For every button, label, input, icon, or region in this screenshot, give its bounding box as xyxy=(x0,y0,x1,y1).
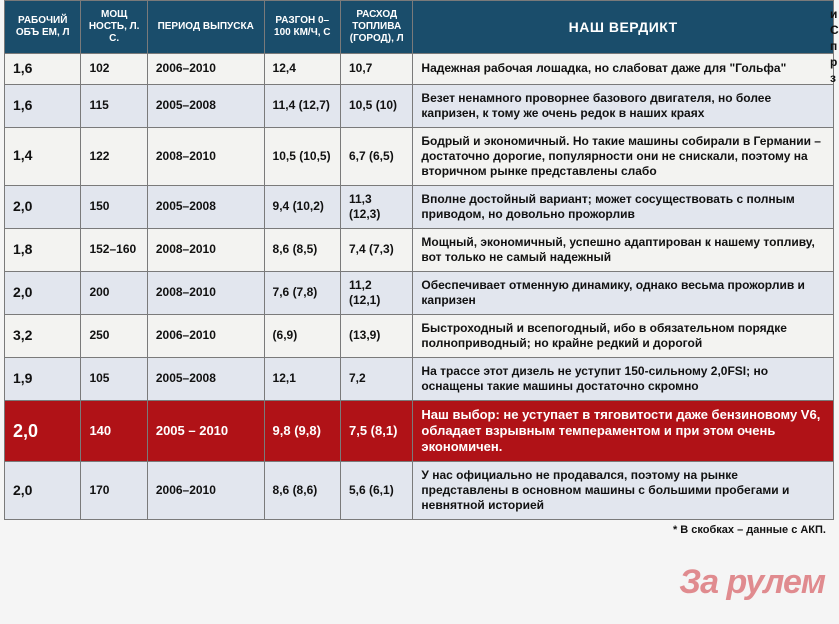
data-cell: 250 xyxy=(81,314,147,357)
data-cell: (13,9) xyxy=(341,314,413,357)
data-cell: 140 xyxy=(81,400,147,462)
data-cell: 2005–2008 xyxy=(147,185,264,228)
data-cell: 2008–2010 xyxy=(147,127,264,185)
verdict-cell: На трассе этот дизель не уступит 150-сил… xyxy=(413,357,834,400)
data-cell: 150 xyxy=(81,185,147,228)
table-row: 2,02002008–20107,6 (7,8)11,2 (12,1)Обесп… xyxy=(5,271,834,314)
data-cell: 102 xyxy=(81,54,147,85)
data-cell: 7,6 (7,8) xyxy=(264,271,340,314)
table-row: 3,22502006–2010(6,9)(13,9)Быстроходный и… xyxy=(5,314,834,357)
verdict-cell: Наш выбор: не уступает в тяговитости даж… xyxy=(413,400,834,462)
table-row: 1,61022006–201012,410,7Надежная рабочая … xyxy=(5,54,834,85)
data-cell: 6,7 (6,5) xyxy=(341,127,413,185)
data-cell: 1,4 xyxy=(5,127,81,185)
data-cell: 152–160 xyxy=(81,228,147,271)
watermark-logo: За рулем xyxy=(679,563,825,602)
column-header: МОЩ НОСТЬ, Л. С. xyxy=(81,1,147,54)
data-cell: 7,2 xyxy=(341,357,413,400)
data-cell: 10,5 (10) xyxy=(341,84,413,127)
column-header: НАШ ВЕРДИКТ xyxy=(413,1,834,54)
data-cell: 2005 – 2010 xyxy=(147,400,264,462)
data-cell: 9,4 (10,2) xyxy=(264,185,340,228)
verdict-cell: Мощный, экономичный, успешно адаптирован… xyxy=(413,228,834,271)
column-header: РАСХОД ТОПЛИВА (ГОРОД), Л xyxy=(341,1,413,54)
data-cell: 7,5 (8,1) xyxy=(341,400,413,462)
data-cell: 2005–2008 xyxy=(147,357,264,400)
verdict-cell: У нас официально не продавался, поэтому … xyxy=(413,462,834,520)
data-cell: 1,6 xyxy=(5,54,81,85)
data-cell: 2006–2010 xyxy=(147,54,264,85)
column-header: ПЕРИОД ВЫПУСКА xyxy=(147,1,264,54)
data-cell: 10,5 (10,5) xyxy=(264,127,340,185)
data-cell: 2,0 xyxy=(5,462,81,520)
verdict-cell: Везет ненамного проворнее базового двига… xyxy=(413,84,834,127)
data-cell: 12,4 xyxy=(264,54,340,85)
data-cell: 122 xyxy=(81,127,147,185)
data-cell: 115 xyxy=(81,84,147,127)
table-row: 2,01502005–20089,4 (10,2)11,3 (12,3)Впол… xyxy=(5,185,834,228)
verdict-cell: Вполне достойный вариант; может сосущест… xyxy=(413,185,834,228)
data-cell: 5,6 (6,1) xyxy=(341,462,413,520)
data-cell: 170 xyxy=(81,462,147,520)
verdict-cell: Бодрый и экономичный. Но такие машины со… xyxy=(413,127,834,185)
data-cell: 2,0 xyxy=(5,185,81,228)
data-cell: 2008–2010 xyxy=(147,228,264,271)
footnote: * В скобках – данные с АКП. xyxy=(4,520,834,536)
data-cell: 2006–2010 xyxy=(147,462,264,520)
verdict-cell: Надежная рабочая лошадка, но слабоват да… xyxy=(413,54,834,85)
column-header: РАЗГОН 0–100 КМ/Ч, С xyxy=(264,1,340,54)
data-cell: 11,2 (12,1) xyxy=(341,271,413,314)
data-cell: 8,6 (8,5) xyxy=(264,228,340,271)
data-cell: 2,0 xyxy=(5,271,81,314)
verdict-cell: Быстроходный и всепогодный, ибо в обязат… xyxy=(413,314,834,357)
data-cell: 10,7 xyxy=(341,54,413,85)
data-cell: 2006–2010 xyxy=(147,314,264,357)
data-cell: 105 xyxy=(81,357,147,400)
column-header: РАБОЧИЙ ОБЪ ЕМ, Л xyxy=(5,1,81,54)
data-cell: 2,0 xyxy=(5,400,81,462)
data-cell: 12,1 xyxy=(264,357,340,400)
table-row: 1,41222008–201010,5 (10,5)6,7 (6,5)Бодры… xyxy=(5,127,834,185)
data-cell: 2008–2010 xyxy=(147,271,264,314)
data-cell: 8,6 (8,6) xyxy=(264,462,340,520)
clipped-side-text: и С п р з xyxy=(830,6,839,171)
data-cell: 7,4 (7,3) xyxy=(341,228,413,271)
data-cell: 3,2 xyxy=(5,314,81,357)
table-row: 2,01702006–20108,6 (8,6)5,6 (6,1)У нас о… xyxy=(5,462,834,520)
data-cell: 11,4 (12,7) xyxy=(264,84,340,127)
data-cell: 11,3 (12,3) xyxy=(341,185,413,228)
data-cell: (6,9) xyxy=(264,314,340,357)
table-header-row: РАБОЧИЙ ОБЪ ЕМ, ЛМОЩ НОСТЬ, Л. С.ПЕРИОД … xyxy=(5,1,834,54)
table-row: 1,91052005–200812,17,2На трассе этот диз… xyxy=(5,357,834,400)
table-row: 1,8152–1602008–20108,6 (8,5)7,4 (7,3)Мощ… xyxy=(5,228,834,271)
data-cell: 200 xyxy=(81,271,147,314)
table-row: 1,61152005–200811,4 (12,7)10,5 (10)Везет… xyxy=(5,84,834,127)
data-cell: 1,8 xyxy=(5,228,81,271)
data-cell: 1,6 xyxy=(5,84,81,127)
engine-verdict-table: РАБОЧИЙ ОБЪ ЕМ, ЛМОЩ НОСТЬ, Л. С.ПЕРИОД … xyxy=(4,0,834,520)
table-row: 2,01402005 – 20109,8 (9,8)7,5 (8,1)Наш в… xyxy=(5,400,834,462)
data-cell: 2005–2008 xyxy=(147,84,264,127)
verdict-cell: Обеспечивает отменную динамику, однако в… xyxy=(413,271,834,314)
data-cell: 1,9 xyxy=(5,357,81,400)
data-cell: 9,8 (9,8) xyxy=(264,400,340,462)
